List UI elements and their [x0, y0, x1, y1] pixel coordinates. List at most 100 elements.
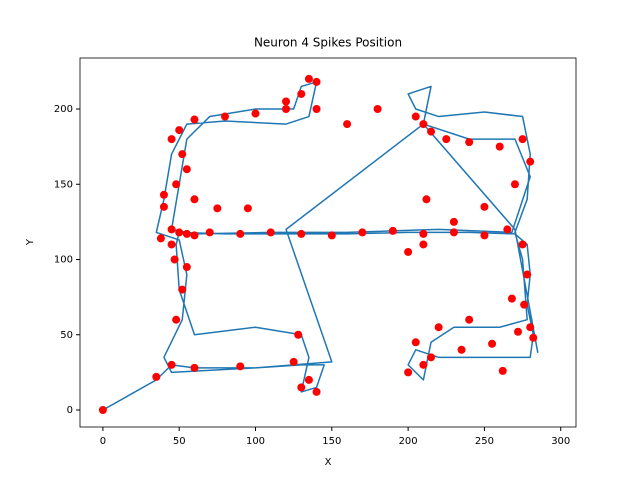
spike-point [190, 231, 199, 240]
spike-point [411, 338, 420, 347]
spike-point [419, 229, 428, 238]
spike-point [152, 372, 161, 381]
spike-point [220, 112, 229, 121]
spike-point [175, 228, 184, 237]
spike-point [167, 240, 176, 249]
spike-point [404, 368, 413, 377]
spike-point [297, 229, 306, 238]
x-tick-label: 100 [246, 436, 265, 447]
spike-point [266, 228, 275, 237]
spike-point [514, 327, 523, 336]
spike-point [190, 363, 199, 372]
spike-point [304, 74, 313, 83]
x-tick-label: 50 [173, 436, 186, 447]
spike-point [205, 228, 214, 237]
spike-point [404, 247, 413, 256]
spike-point [294, 330, 303, 339]
y-tick-label: 150 [54, 179, 73, 190]
spike-point [297, 383, 306, 392]
spike-point [503, 225, 512, 234]
spike-point [98, 405, 107, 414]
spike-point [411, 112, 420, 121]
spike-point [529, 333, 538, 342]
spike-point [156, 234, 165, 243]
plot-frame [79, 57, 577, 428]
spike-point [510, 180, 519, 189]
spike-point [388, 226, 397, 235]
x-tick-label: 250 [475, 436, 494, 447]
spike-point [449, 217, 458, 226]
spike-point [289, 357, 298, 366]
spike-point [182, 165, 191, 174]
spike-point [236, 229, 245, 238]
spike-point [282, 97, 291, 106]
spike-point [243, 204, 252, 213]
spike-point [175, 126, 184, 135]
trajectory-line [102, 81, 539, 411]
y-tick-label: 50 [60, 330, 73, 341]
spike-point [442, 135, 451, 144]
y-tick-label: 200 [54, 104, 73, 115]
spike-point [419, 240, 428, 249]
x-tick-label: 0 [100, 436, 106, 447]
spike-point [312, 77, 321, 86]
x-tick-label: 300 [551, 436, 570, 447]
spike-point [488, 339, 497, 348]
spike-point [167, 360, 176, 369]
spike-point [465, 315, 474, 324]
spike-point [343, 120, 352, 129]
spike-point [465, 138, 474, 147]
spike-point [457, 345, 466, 354]
spike-point [172, 315, 181, 324]
spike-point [422, 195, 431, 204]
spike-point [213, 204, 222, 213]
spike-point [523, 270, 532, 279]
spike-point [182, 263, 191, 272]
spike-point [498, 366, 507, 375]
spike-point [526, 323, 535, 332]
spike-point [495, 142, 504, 151]
spike-point [419, 360, 428, 369]
spike-point [518, 135, 527, 144]
spike-point [178, 285, 187, 294]
spike-point [480, 231, 489, 240]
spike-point [419, 120, 428, 129]
spike-point [236, 362, 245, 371]
chart-title: Neuron 4 Spikes Position [254, 36, 402, 50]
spike-point [312, 105, 321, 114]
spike-point [304, 375, 313, 384]
spike-point [480, 202, 489, 211]
spike-point [251, 109, 260, 118]
spike-point [434, 323, 443, 332]
spike-point [182, 229, 191, 238]
spike-point [159, 190, 168, 199]
x-axis-label: X [325, 457, 332, 468]
spike-point [167, 135, 176, 144]
spike-point [526, 157, 535, 166]
x-tick-label: 200 [399, 436, 418, 447]
spike-point [449, 228, 458, 237]
spike-point [327, 231, 336, 240]
spike-point [312, 387, 321, 396]
spike-point [159, 202, 168, 211]
y-tick-label: 100 [54, 255, 73, 266]
spike-point [507, 294, 516, 303]
x-tick-label: 150 [322, 436, 341, 447]
spike-point [282, 105, 291, 114]
y-tick-label: 0 [67, 405, 73, 416]
spike-point [427, 353, 436, 362]
spike-point [520, 300, 529, 309]
y-axis-label: Y [25, 238, 36, 246]
spike-point [167, 225, 176, 234]
spike-point [358, 228, 367, 237]
spike-point [190, 195, 199, 204]
spike-point [178, 150, 187, 159]
spike-point [172, 180, 181, 189]
spike-point [190, 115, 199, 124]
spike-point [297, 89, 306, 98]
spike-point [427, 127, 436, 136]
spike-point [518, 240, 527, 249]
spike-point [373, 105, 382, 114]
